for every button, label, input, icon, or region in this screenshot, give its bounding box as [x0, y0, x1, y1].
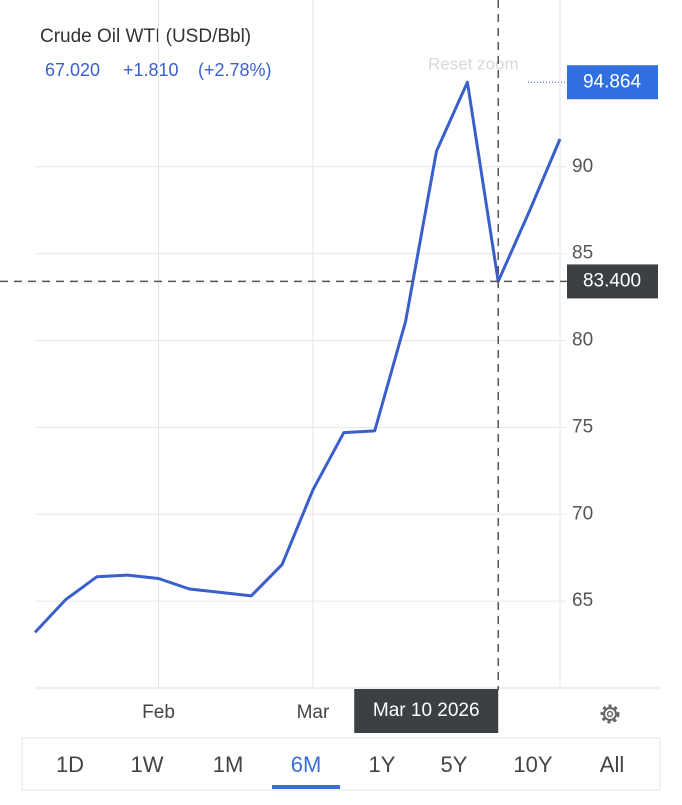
high-label-box: [567, 65, 658, 100]
last-price: 67.020: [45, 60, 100, 80]
crosshair-date: Mar 10 2026: [373, 700, 480, 721]
range-tab[interactable]: 1W: [131, 752, 164, 777]
x-tick-label: Mar: [297, 702, 330, 723]
price-change-pct: (+2.78%): [198, 60, 272, 80]
range-tab[interactable]: All: [600, 752, 624, 777]
tab-bar: [21, 737, 661, 791]
y-tick-label: 90: [572, 156, 593, 177]
y-tick-label: 70: [572, 503, 593, 524]
range-tab[interactable]: 1Y: [369, 752, 396, 777]
high-label: 94.864: [583, 71, 642, 92]
range-tab[interactable]: 10Y: [513, 752, 552, 777]
crosshair-value: 83.400: [583, 270, 641, 291]
y-tick-label: 75: [572, 416, 593, 437]
range-tab[interactable]: 5Y: [441, 752, 468, 777]
price-line: [33, 80, 562, 634]
price-change: +1.810: [123, 60, 179, 80]
chart-title: Crude Oil WTI (USD/Bbl): [40, 26, 251, 47]
y-tick-label: 80: [572, 330, 593, 351]
range-tab[interactable]: 1M: [213, 752, 244, 777]
range-tab[interactable]: 6M: [291, 752, 322, 777]
x-tick-label: Feb: [142, 702, 175, 723]
range-tab[interactable]: 1D: [56, 752, 84, 777]
crosshair-date-box: [354, 689, 499, 733]
active-tab-underline: [272, 785, 340, 789]
reset-zoom[interactable]: Reset zoom: [428, 54, 519, 73]
crosshair-value-box: [567, 264, 658, 299]
y-tick-label: 85: [572, 243, 593, 264]
settings-icon[interactable]: [600, 704, 620, 724]
y-tick-label: 65: [572, 590, 593, 611]
